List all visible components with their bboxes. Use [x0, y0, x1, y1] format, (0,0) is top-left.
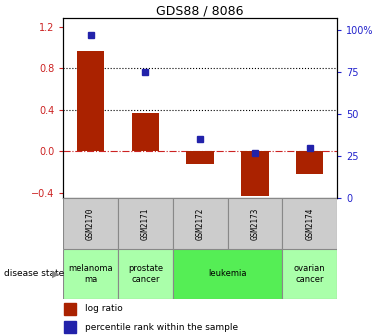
FancyBboxPatch shape: [118, 198, 173, 249]
Text: GSM2170: GSM2170: [86, 207, 95, 240]
FancyBboxPatch shape: [173, 249, 282, 299]
FancyBboxPatch shape: [282, 249, 337, 299]
Text: GSM2174: GSM2174: [305, 207, 314, 240]
FancyBboxPatch shape: [118, 249, 173, 299]
Bar: [132, 113, 159, 152]
Bar: [64, 321, 76, 333]
FancyBboxPatch shape: [173, 198, 228, 249]
Text: disease state: disease state: [4, 269, 64, 278]
Title: GDS88 / 8086: GDS88 / 8086: [156, 4, 244, 17]
Text: percentile rank within the sample: percentile rank within the sample: [85, 323, 238, 332]
Text: ▶: ▶: [52, 269, 59, 279]
FancyBboxPatch shape: [228, 198, 282, 249]
Text: prostate
cancer: prostate cancer: [128, 264, 163, 284]
Text: GSM2173: GSM2173: [250, 207, 259, 240]
Bar: [187, 152, 214, 164]
Text: ovarian
cancer: ovarian cancer: [294, 264, 326, 284]
Text: leukemia: leukemia: [208, 269, 247, 278]
Bar: [77, 51, 104, 152]
Bar: [296, 152, 323, 174]
FancyBboxPatch shape: [63, 198, 118, 249]
Text: GSM2172: GSM2172: [196, 207, 205, 240]
FancyBboxPatch shape: [282, 198, 337, 249]
FancyBboxPatch shape: [63, 249, 118, 299]
Text: GSM2171: GSM2171: [141, 207, 150, 240]
Text: log ratio: log ratio: [85, 304, 123, 313]
Text: melanoma
ma: melanoma ma: [68, 264, 113, 284]
Bar: [241, 152, 268, 196]
Bar: [64, 303, 76, 314]
